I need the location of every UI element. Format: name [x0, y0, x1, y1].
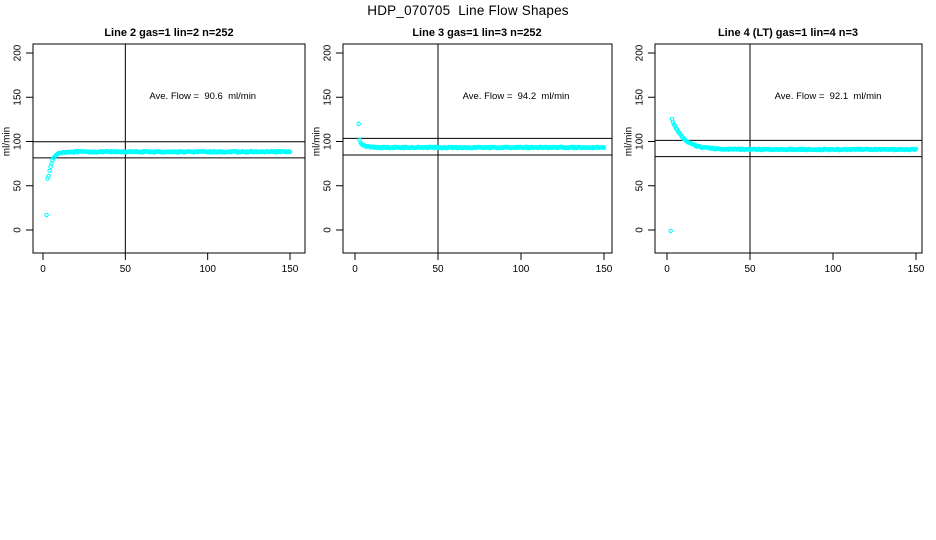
y-tick-label: 0: [13, 227, 24, 233]
plot-box: [654, 43, 923, 254]
y-tick-label: 50: [13, 180, 24, 192]
data-point: [668, 228, 673, 234]
y-tick-label: 0: [323, 227, 334, 233]
data-point: [913, 146, 919, 152]
x-tick-label: 150: [282, 264, 299, 275]
y-tick-label: 50: [323, 180, 334, 192]
x-tick-label: 50: [744, 264, 756, 275]
y-tick-label: 100: [323, 133, 334, 150]
y-tick-label: 200: [323, 44, 334, 61]
x-tick-label: 100: [825, 264, 842, 275]
y-tick-label: 50: [635, 180, 646, 192]
panel3-ave-flow-annotation: Ave. Flow = 92.1 ml/min: [774, 91, 882, 103]
x-tick-label: 100: [513, 264, 530, 275]
x-tick-label: 0: [40, 264, 46, 275]
x-tick-label: 0: [664, 264, 670, 275]
plot-canvas: 0 50 100 150 200 ml/min 0 50 100 150 0 50 100 150 200 m…: [2, 43, 925, 275]
x-tick-label: 150: [908, 264, 925, 275]
data-point: [47, 168, 52, 173]
panel-3: 0 50 100 150 200 ml/min 0 50 100 150: [624, 43, 925, 275]
y-tick-label: 150: [323, 88, 334, 105]
y-axis-label: ml/min: [312, 127, 323, 156]
y-tick-label: 100: [635, 133, 646, 150]
data-point: [46, 173, 51, 179]
y-axis-label: ml/min: [624, 127, 635, 156]
data-point: [49, 161, 54, 166]
x-tick-label: 150: [596, 264, 613, 275]
data-point: [356, 121, 361, 127]
y-axis-label: ml/min: [2, 127, 13, 156]
plot-box: [32, 43, 306, 254]
data-point: [44, 212, 49, 218]
panel1-title: Line 2 gas=1 lin=2 n=252: [104, 27, 234, 39]
panel1-ave-flow-annotation: Ave. Flow = 90.6 ml/min: [149, 91, 257, 103]
x-tick-label: 0: [352, 264, 358, 275]
y-tick-label: 150: [635, 88, 646, 105]
panel-2: 0 50 100 150 200 ml/min 0 50 100 150: [312, 43, 613, 275]
data-point: [287, 149, 293, 155]
x-tick-label: 50: [432, 264, 444, 275]
panel2-title: Line 3 gas=1 lin=3 n=252: [412, 27, 542, 39]
data-point: [601, 145, 607, 150]
y-tick-label: 200: [13, 44, 24, 61]
plot-box: [342, 43, 613, 254]
panel2-ave-flow-annotation: Ave. Flow = 94.2 ml/min: [462, 91, 570, 103]
y-tick-label: 150: [13, 88, 24, 105]
chart-title: HDP_070705 Line Flow Shapes: [367, 3, 569, 18]
x-tick-label: 50: [120, 264, 132, 275]
panel3-title: Line 4 (LT) gas=1 lin=4 n=3: [717, 27, 859, 39]
y-tick-label: 200: [635, 44, 646, 61]
panel-1: 0 50 100 150 200 ml/min 0 50 100 150: [2, 43, 306, 275]
y-tick-label: 0: [635, 227, 646, 233]
x-tick-label: 100: [199, 264, 216, 275]
y-tick-label: 100: [13, 133, 24, 150]
